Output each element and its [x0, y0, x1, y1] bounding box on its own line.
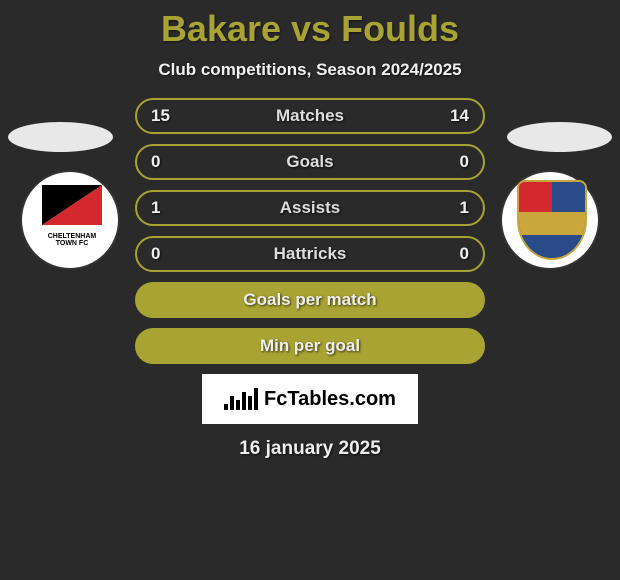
bar-chart-icon-bar	[236, 400, 240, 410]
stat-value-right: 14	[445, 106, 469, 126]
badge-shape	[552, 182, 585, 212]
stat-value-right: 0	[445, 152, 469, 172]
stat-label: Min per goal	[137, 336, 483, 356]
badge-shape	[519, 235, 585, 258]
stat-label: Matches	[137, 106, 483, 126]
stat-value-left: 0	[151, 244, 175, 264]
stat-row: Goals per match	[135, 282, 485, 318]
page-title: Bakare vs Foulds	[0, 0, 620, 50]
badge-shape	[519, 212, 585, 235]
stat-label: Assists	[137, 198, 483, 218]
club-badge-right	[500, 170, 600, 270]
player-left-silhouette	[8, 122, 113, 152]
stat-row: Min per goal	[135, 328, 485, 364]
badge-shape	[519, 182, 552, 212]
stat-value-right: 1	[445, 198, 469, 218]
stat-value-right: 0	[445, 244, 469, 264]
page-subtitle: Club competitions, Season 2024/2025	[0, 60, 620, 80]
stat-label: Goals per match	[137, 290, 483, 310]
stat-label: Goals	[137, 152, 483, 172]
stat-label: Hattricks	[137, 244, 483, 264]
bar-chart-icon-bar	[230, 396, 234, 410]
bar-chart-icon-bar	[254, 388, 258, 410]
stat-value-left: 15	[151, 106, 175, 126]
stat-value-left: 1	[151, 198, 175, 218]
brand-banner: FcTables.com	[202, 374, 418, 424]
player-right-silhouette	[507, 122, 612, 152]
brand-text: FcTables.com	[264, 388, 396, 411]
date-label: 16 january 2025	[0, 438, 620, 460]
stat-row: 1Assists1	[135, 190, 485, 226]
stats-container: 15Matches140Goals01Assists10Hattricks0Go…	[135, 98, 485, 364]
bar-chart-icon-bar	[242, 392, 246, 410]
stat-row: 15Matches14	[135, 98, 485, 134]
club-badge-left: CHELTENHAM TOWN FC	[20, 170, 120, 270]
badge-text: CHELTENHAM TOWN FC	[37, 233, 107, 247]
bar-chart-icon-bar	[224, 404, 228, 410]
bar-chart-icon	[224, 388, 258, 410]
stat-value-left: 0	[151, 152, 175, 172]
bar-chart-icon-bar	[248, 396, 252, 410]
stat-row: 0Hattricks0	[135, 236, 485, 272]
stat-row: 0Goals0	[135, 144, 485, 180]
